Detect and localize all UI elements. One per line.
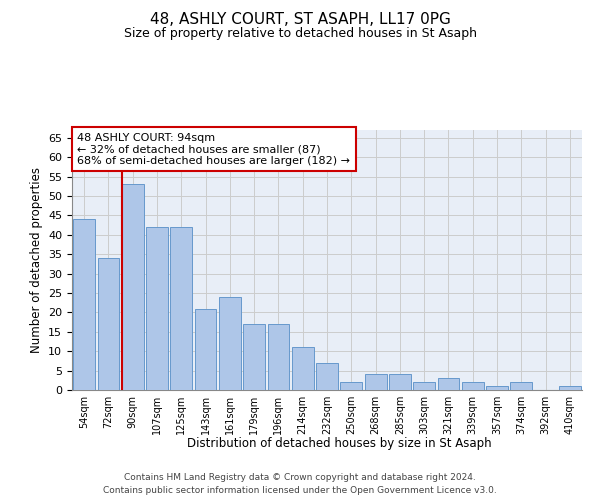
Bar xyxy=(486,386,508,390)
Text: Distribution of detached houses by size in St Asaph: Distribution of detached houses by size … xyxy=(187,438,491,450)
Bar xyxy=(389,374,411,390)
Bar xyxy=(292,348,314,390)
Text: Contains HM Land Registry data © Crown copyright and database right 2024.: Contains HM Land Registry data © Crown c… xyxy=(124,472,476,482)
Text: 48, ASHLY COURT, ST ASAPH, LL17 0PG: 48, ASHLY COURT, ST ASAPH, LL17 0PG xyxy=(149,12,451,28)
Bar xyxy=(243,324,265,390)
Text: Contains public sector information licensed under the Open Government Licence v3: Contains public sector information licen… xyxy=(103,486,497,495)
Bar xyxy=(437,378,460,390)
Bar xyxy=(340,382,362,390)
Bar xyxy=(559,386,581,390)
Text: Size of property relative to detached houses in St Asaph: Size of property relative to detached ho… xyxy=(124,28,476,40)
Bar xyxy=(413,382,435,390)
Bar xyxy=(146,227,168,390)
Bar xyxy=(511,382,532,390)
Bar xyxy=(122,184,143,390)
Bar xyxy=(194,308,217,390)
Bar xyxy=(462,382,484,390)
Bar xyxy=(365,374,386,390)
Bar xyxy=(170,227,192,390)
Text: 48 ASHLY COURT: 94sqm
← 32% of detached houses are smaller (87)
68% of semi-deta: 48 ASHLY COURT: 94sqm ← 32% of detached … xyxy=(77,132,350,166)
Y-axis label: Number of detached properties: Number of detached properties xyxy=(29,167,43,353)
Bar xyxy=(219,297,241,390)
Bar xyxy=(73,220,95,390)
Bar xyxy=(268,324,289,390)
Bar xyxy=(97,258,119,390)
Bar xyxy=(316,363,338,390)
